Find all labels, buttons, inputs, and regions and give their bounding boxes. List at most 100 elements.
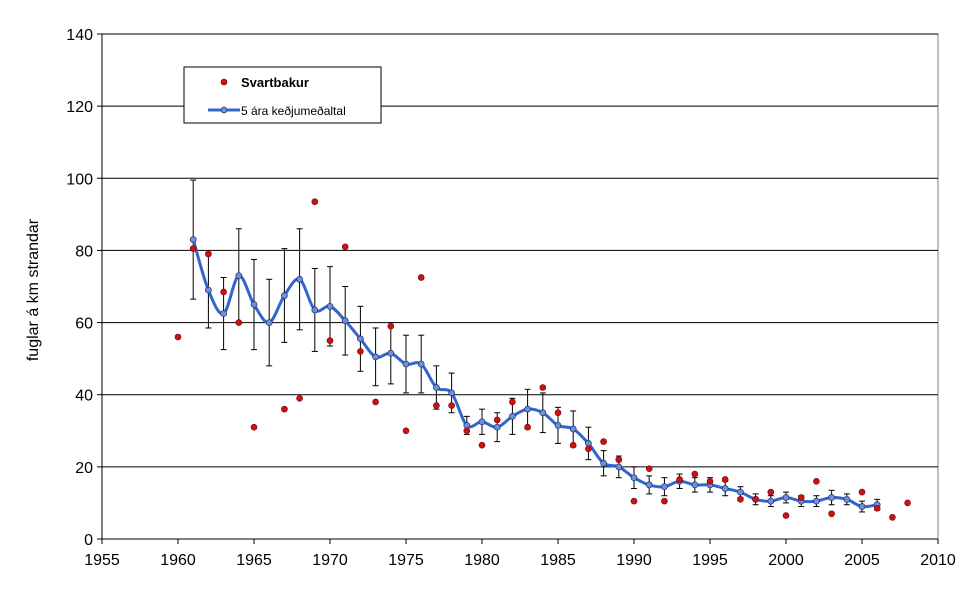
average-marker (509, 413, 516, 420)
average-marker (220, 310, 227, 317)
average-marker (235, 272, 243, 280)
average-marker (265, 319, 273, 326)
average-marker (478, 418, 486, 426)
y-tick-label: 120 (66, 99, 93, 116)
average-marker (463, 422, 471, 429)
average-marker (402, 360, 410, 368)
average-marker (828, 494, 835, 501)
data-point (706, 477, 714, 485)
data-point (676, 476, 683, 483)
y-tick-label: 40 (75, 388, 93, 405)
average-marker (433, 384, 440, 391)
average-marker (645, 481, 653, 489)
average-marker (205, 286, 212, 294)
data-point (493, 416, 501, 424)
average-marker (661, 483, 668, 491)
average-marker (311, 306, 319, 314)
data-point (630, 497, 638, 505)
data-point (524, 423, 531, 431)
average-marker (782, 494, 790, 501)
data-point (828, 510, 835, 518)
data-point (296, 395, 303, 402)
data-point (509, 398, 516, 406)
average-marker (767, 497, 775, 505)
x-tick-label: 1965 (236, 552, 272, 569)
x-tick-label: 1960 (160, 552, 196, 569)
data-point (813, 477, 820, 485)
data-point (767, 488, 775, 496)
average-marker (417, 360, 425, 368)
y-tick-label: 80 (75, 243, 93, 260)
y-axis-label: fuglar á km strandar (25, 218, 42, 361)
x-tick-label: 1975 (388, 552, 424, 569)
data-point (752, 496, 759, 503)
average-marker (539, 409, 547, 417)
average-marker (737, 488, 744, 496)
data-point (539, 384, 547, 391)
data-point (281, 405, 288, 413)
x-tick-label: 1985 (540, 552, 576, 569)
y-tick-label: 140 (66, 27, 93, 44)
average-marker (493, 423, 501, 431)
moving-average-line (191, 239, 878, 509)
data-point (554, 409, 562, 417)
data-point (478, 441, 486, 449)
data-point (326, 337, 334, 344)
y-axis: 0 20 40 60 80 100 120 140 (66, 27, 103, 549)
data-point (189, 245, 197, 252)
data-point (402, 427, 410, 435)
average-marker (296, 275, 303, 283)
legend: Svartbakur 5 ára keðjumeðaltal (183, 66, 382, 124)
data-point (721, 476, 729, 483)
x-tick-label: 1990 (616, 552, 652, 569)
legend-label-points: Svartbakur (241, 75, 309, 90)
legend-line-marker (220, 106, 228, 114)
average-marker (585, 440, 592, 447)
data-point (220, 288, 227, 296)
data-point (433, 402, 440, 409)
data-point (737, 496, 744, 503)
x-tick-label: 2000 (768, 552, 804, 569)
data-point (463, 427, 471, 435)
data-point (600, 438, 607, 445)
data-point (250, 423, 258, 431)
data-point (174, 333, 182, 341)
data-point (387, 322, 395, 330)
average-marker (813, 497, 820, 505)
data-point (235, 319, 243, 326)
x-tick-label: 2010 (920, 552, 956, 569)
data-point (205, 250, 212, 258)
average-marker (843, 495, 851, 503)
data-point (661, 497, 668, 505)
legend-point-marker (220, 78, 228, 86)
x-tick-label: 1995 (692, 552, 728, 569)
data-point (615, 456, 623, 463)
data-point (372, 398, 379, 406)
average-marker (600, 459, 607, 467)
data-point (889, 514, 896, 521)
data-point (357, 348, 364, 355)
data-point (691, 470, 699, 478)
average-marker (448, 389, 455, 397)
data-point (797, 494, 805, 501)
data-point (417, 274, 425, 281)
data-point (311, 198, 319, 206)
average-marker (691, 481, 699, 489)
legend-box (183, 66, 382, 124)
average-marker (372, 353, 379, 361)
average-marker (569, 425, 577, 433)
x-tick-label: 1955 (84, 552, 120, 569)
data-points (174, 198, 911, 521)
average-marker (387, 349, 395, 357)
x-tick-label: 1980 (464, 552, 500, 569)
data-point (569, 441, 577, 449)
grid-lines (102, 33, 938, 468)
data-point (858, 488, 866, 496)
legend-label-line: 5 ára keðjumeðaltal (241, 104, 346, 118)
average-marker (250, 301, 258, 308)
data-point (341, 243, 349, 251)
average-marker (630, 474, 638, 482)
average-marker (554, 422, 562, 429)
average-marker (357, 335, 364, 343)
